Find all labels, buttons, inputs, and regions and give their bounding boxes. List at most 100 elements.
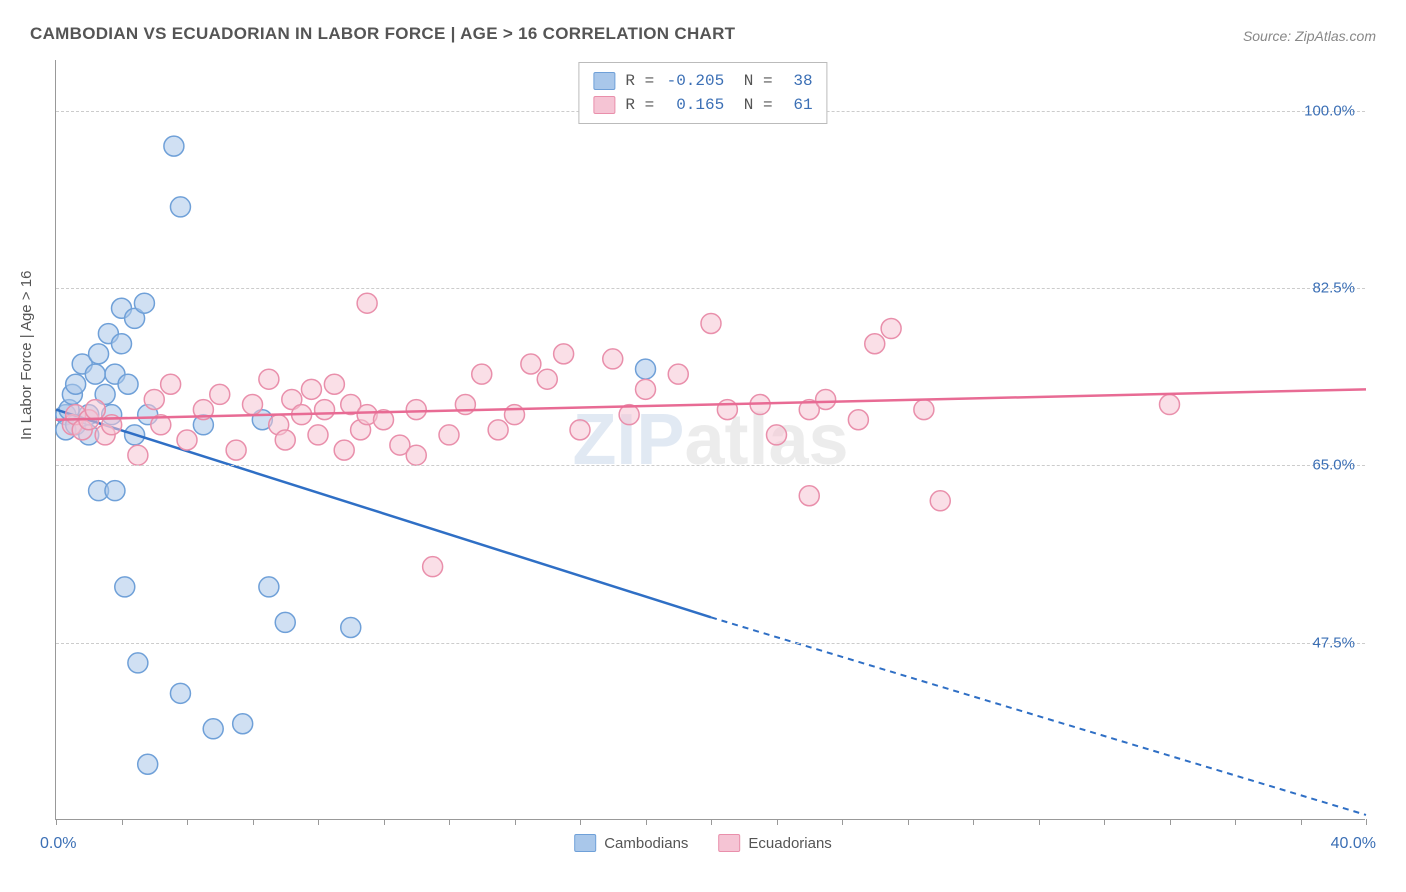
- scatter-point-ecuadorians: [177, 430, 197, 450]
- scatter-point-ecuadorians: [865, 334, 885, 354]
- scatter-point-ecuadorians: [357, 293, 377, 313]
- chart-title: CAMBODIAN VS ECUADORIAN IN LABOR FORCE |…: [30, 24, 735, 44]
- source-attribution: Source: ZipAtlas.com: [1243, 28, 1376, 44]
- scatter-point-cambodians: [128, 653, 148, 673]
- x-tick: [515, 819, 516, 825]
- scatter-point-ecuadorians: [554, 344, 574, 364]
- scatter-point-ecuadorians: [301, 379, 321, 399]
- x-tick: [646, 819, 647, 825]
- scatter-point-ecuadorians: [521, 354, 541, 374]
- x-tick: [1039, 819, 1040, 825]
- x-tick: [1301, 819, 1302, 825]
- scatter-point-ecuadorians: [816, 389, 836, 409]
- scatter-point-ecuadorians: [799, 486, 819, 506]
- x-tick: [842, 819, 843, 825]
- scatter-point-ecuadorians: [767, 425, 787, 445]
- x-tick: [973, 819, 974, 825]
- scatter-point-cambodians: [203, 719, 223, 739]
- scatter-point-cambodians: [118, 374, 138, 394]
- gridline: [56, 465, 1365, 466]
- scatter-point-ecuadorians: [603, 349, 623, 369]
- y-tick-label: 100.0%: [1304, 102, 1355, 119]
- x-tick: [1235, 819, 1236, 825]
- legend-swatch-ecuadorians: [718, 834, 740, 852]
- scatter-point-ecuadorians: [334, 440, 354, 460]
- scatter-point-cambodians: [85, 364, 105, 384]
- scatter-point-cambodians: [134, 293, 154, 313]
- legend-item-ecuadorians: Ecuadorians: [718, 834, 831, 852]
- scatter-point-cambodians: [138, 754, 158, 774]
- scatter-point-cambodians: [636, 359, 656, 379]
- legend-item-cambodians: Cambodians: [574, 834, 688, 852]
- plot-area: ZIPatlas 47.5%65.0%82.5%100.0%: [55, 60, 1365, 820]
- scatter-point-ecuadorians: [636, 379, 656, 399]
- scatter-point-cambodians: [233, 714, 253, 734]
- scatter-point-cambodians: [89, 344, 109, 364]
- scatter-point-ecuadorians: [324, 374, 344, 394]
- scatter-point-ecuadorians: [85, 400, 105, 420]
- r-value-ecuadorians: 0.165: [664, 93, 724, 117]
- x-tick: [122, 819, 123, 825]
- x-tick: [384, 819, 385, 825]
- x-tick: [1366, 819, 1367, 825]
- y-tick-label: 82.5%: [1312, 280, 1355, 297]
- series-legend: Cambodians Ecuadorians: [574, 834, 832, 852]
- scatter-point-ecuadorians: [439, 425, 459, 445]
- scatter-point-ecuadorians: [308, 425, 328, 445]
- scatter-point-ecuadorians: [315, 400, 335, 420]
- scatter-point-ecuadorians: [161, 374, 181, 394]
- x-tick: [1170, 819, 1171, 825]
- scatter-point-cambodians: [341, 617, 361, 637]
- scatter-point-ecuadorians: [259, 369, 279, 389]
- scatter-point-ecuadorians: [881, 319, 901, 339]
- scatter-point-ecuadorians: [210, 384, 230, 404]
- x-tick: [711, 819, 712, 825]
- scatter-point-ecuadorians: [914, 400, 934, 420]
- correlation-legend: R = -0.205 N = 38 R = 0.165 N = 61: [578, 62, 827, 124]
- scatter-point-ecuadorians: [472, 364, 492, 384]
- x-axis-max-label: 40.0%: [1331, 835, 1376, 853]
- y-axis-title: In Labor Force | Age > 16: [18, 271, 35, 440]
- scatter-point-cambodians: [105, 481, 125, 501]
- scatter-point-ecuadorians: [505, 405, 525, 425]
- x-tick: [187, 819, 188, 825]
- n-value-ecuadorians: 61: [783, 93, 813, 117]
- scatter-point-ecuadorians: [570, 420, 590, 440]
- scatter-point-ecuadorians: [226, 440, 246, 460]
- legend-label-cambodians: Cambodians: [604, 835, 688, 852]
- y-tick-label: 47.5%: [1312, 634, 1355, 651]
- x-tick: [580, 819, 581, 825]
- scatter-svg: [56, 60, 1365, 819]
- scatter-point-cambodians: [115, 577, 135, 597]
- scatter-point-ecuadorians: [537, 369, 557, 389]
- gridline: [56, 288, 1365, 289]
- scatter-point-cambodians: [275, 612, 295, 632]
- scatter-point-cambodians: [259, 577, 279, 597]
- scatter-point-ecuadorians: [717, 400, 737, 420]
- scatter-point-ecuadorians: [668, 364, 688, 384]
- scatter-point-ecuadorians: [423, 557, 443, 577]
- scatter-point-ecuadorians: [275, 430, 295, 450]
- trend-line-dashed-cambodians: [711, 617, 1366, 815]
- scatter-point-cambodians: [170, 197, 190, 217]
- x-tick: [908, 819, 909, 825]
- x-axis-min-label: 0.0%: [40, 835, 76, 853]
- swatch-cambodians: [593, 72, 615, 90]
- legend-label-ecuadorians: Ecuadorians: [748, 835, 831, 852]
- scatter-point-cambodians: [66, 374, 86, 394]
- scatter-point-cambodians: [164, 136, 184, 156]
- x-tick: [56, 819, 57, 825]
- scatter-point-cambodians: [112, 334, 132, 354]
- legend-swatch-cambodians: [574, 834, 596, 852]
- x-tick: [1104, 819, 1105, 825]
- trend-line-cambodians: [56, 410, 711, 618]
- scatter-point-cambodians: [170, 683, 190, 703]
- x-tick: [253, 819, 254, 825]
- scatter-point-ecuadorians: [128, 445, 148, 465]
- x-tick: [318, 819, 319, 825]
- scatter-point-ecuadorians: [406, 445, 426, 465]
- x-tick: [449, 819, 450, 825]
- x-tick: [777, 819, 778, 825]
- scatter-point-ecuadorians: [848, 410, 868, 430]
- y-tick-label: 65.0%: [1312, 457, 1355, 474]
